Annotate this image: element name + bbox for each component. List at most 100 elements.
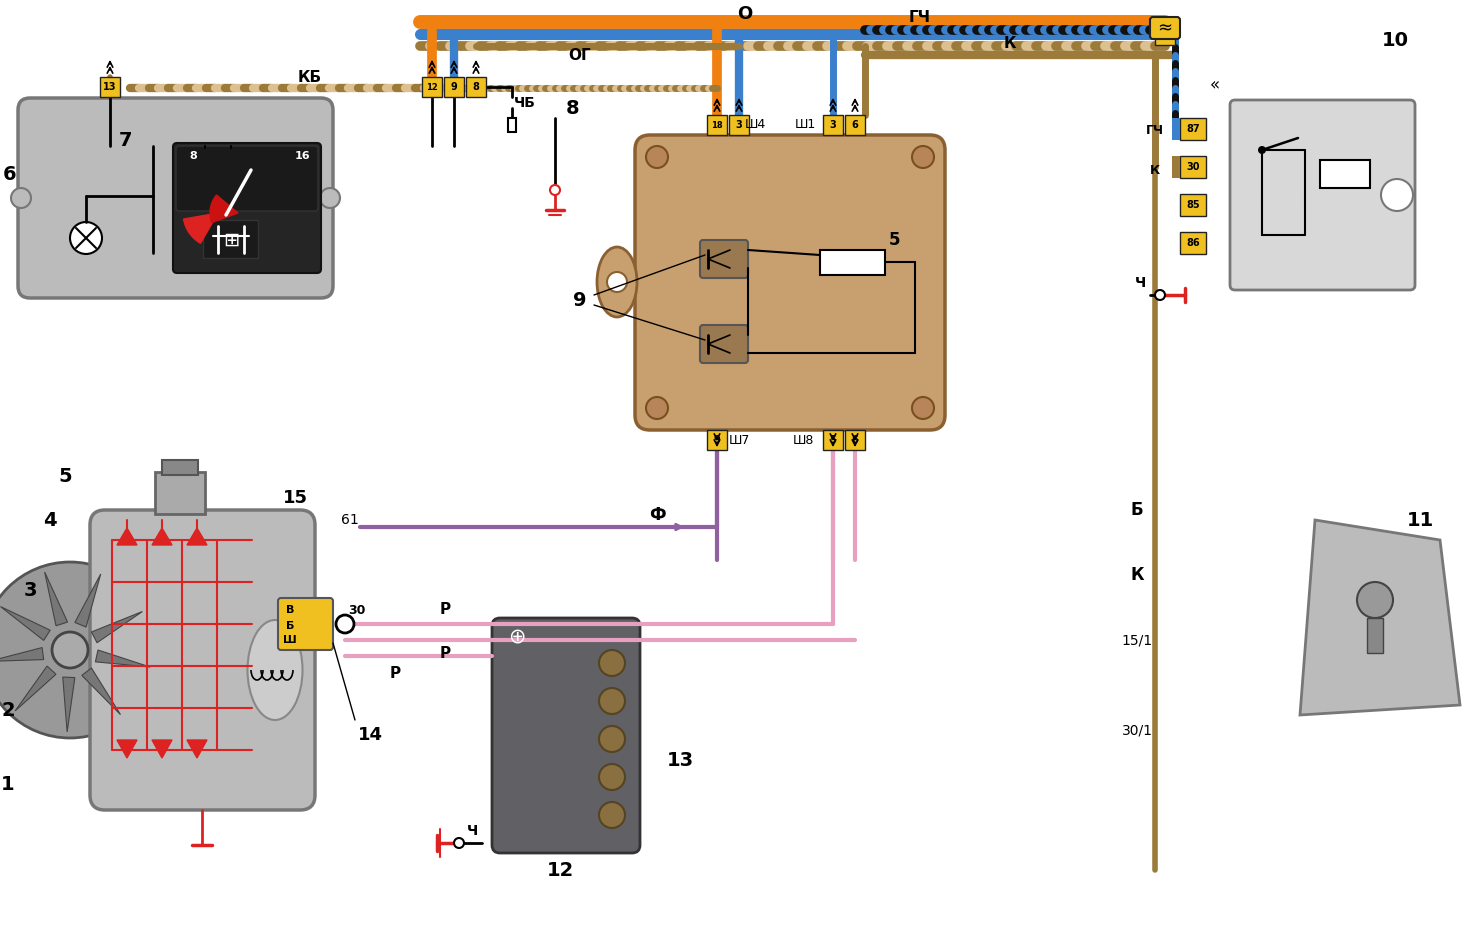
Circle shape [336, 615, 354, 633]
Bar [1180, 156, 1207, 178]
FancyBboxPatch shape [173, 143, 322, 273]
Polygon shape [117, 528, 137, 545]
Text: 12: 12 [426, 82, 438, 92]
Polygon shape [187, 528, 206, 545]
Text: К: К [1130, 566, 1143, 584]
Text: 8: 8 [566, 98, 580, 117]
Text: 2: 2 [1, 700, 15, 719]
Text: К: К [1150, 163, 1159, 177]
Circle shape [10, 188, 31, 208]
Text: 5: 5 [889, 231, 901, 249]
Text: 30: 30 [348, 603, 366, 616]
Circle shape [599, 688, 625, 714]
Text: Ч: Ч [466, 824, 478, 838]
Text: Р: Р [440, 647, 450, 662]
Text: О: О [738, 5, 752, 23]
Text: 30: 30 [1186, 162, 1199, 172]
Text: 6: 6 [3, 165, 16, 184]
Circle shape [320, 188, 341, 208]
Wedge shape [209, 195, 237, 223]
Text: ⊕: ⊕ [509, 626, 525, 646]
Bar [1180, 232, 1207, 254]
FancyBboxPatch shape [701, 240, 748, 278]
Circle shape [69, 222, 102, 254]
Text: 3: 3 [24, 581, 37, 599]
Text: 16: 16 [295, 151, 311, 161]
Text: 11: 11 [1406, 511, 1434, 530]
Text: Р: Р [389, 666, 401, 682]
Text: 3: 3 [736, 120, 742, 130]
FancyBboxPatch shape [701, 325, 748, 363]
Bar [1320, 160, 1370, 188]
Circle shape [550, 185, 560, 195]
Circle shape [646, 397, 668, 419]
Bar [466, 77, 485, 97]
FancyBboxPatch shape [636, 135, 945, 430]
Bar [1173, 156, 1180, 178]
Text: 1: 1 [1, 776, 15, 795]
Circle shape [599, 802, 625, 828]
Bar [845, 430, 864, 450]
Circle shape [52, 632, 88, 668]
Circle shape [599, 650, 625, 676]
Circle shape [912, 146, 934, 168]
Bar [707, 430, 727, 450]
Text: Ш: Ш [283, 635, 296, 645]
Circle shape [599, 726, 625, 752]
Text: ОГ: ОГ [569, 48, 591, 63]
Polygon shape [152, 740, 173, 758]
Ellipse shape [597, 247, 637, 317]
Polygon shape [81, 668, 121, 715]
Text: Ш4: Ш4 [745, 119, 766, 131]
Text: 15/1: 15/1 [1121, 633, 1152, 647]
Bar [707, 115, 727, 135]
Text: Ш7: Ш7 [729, 433, 749, 447]
Circle shape [608, 272, 627, 292]
Text: Ш1: Ш1 [795, 119, 816, 131]
Text: 6: 6 [851, 120, 858, 130]
Polygon shape [44, 572, 68, 626]
Text: 13: 13 [667, 750, 693, 769]
Text: 61: 61 [341, 513, 358, 527]
Polygon shape [91, 612, 143, 643]
Bar [845, 115, 864, 135]
Polygon shape [75, 574, 100, 627]
Text: 9: 9 [451, 82, 457, 92]
Text: В: В [286, 605, 294, 615]
Circle shape [599, 764, 625, 790]
Text: 8: 8 [472, 82, 479, 92]
Bar [155, 472, 205, 514]
Text: «: « [1210, 76, 1220, 94]
Polygon shape [0, 648, 44, 662]
Text: 85: 85 [1186, 200, 1199, 210]
Circle shape [912, 397, 934, 419]
Text: 14: 14 [357, 726, 382, 744]
Text: Б: Б [286, 621, 294, 631]
Text: ⊞: ⊞ [223, 230, 239, 249]
FancyBboxPatch shape [1230, 100, 1415, 290]
Text: ЧБ: ЧБ [515, 96, 535, 110]
Text: 10: 10 [1382, 30, 1409, 49]
Circle shape [1381, 179, 1413, 211]
Text: 86: 86 [1186, 238, 1199, 248]
Text: 8: 8 [189, 151, 196, 161]
Text: 9: 9 [714, 435, 720, 445]
Text: 15: 15 [283, 489, 307, 507]
Bar [162, 460, 198, 475]
Bar [422, 77, 442, 97]
FancyBboxPatch shape [18, 98, 333, 298]
FancyBboxPatch shape [176, 146, 319, 211]
Text: 12: 12 [546, 861, 574, 880]
Text: 5: 5 [829, 435, 836, 445]
Polygon shape [117, 740, 137, 758]
Text: 13: 13 [103, 82, 117, 92]
Polygon shape [152, 528, 173, 545]
Text: 87: 87 [1186, 124, 1199, 134]
Circle shape [1155, 290, 1165, 300]
Circle shape [0, 562, 158, 738]
Bar [1155, 25, 1176, 45]
Text: Ф: Ф [649, 506, 665, 524]
Circle shape [1258, 146, 1266, 154]
Bar [1180, 118, 1207, 140]
Text: 4: 4 [43, 511, 58, 530]
